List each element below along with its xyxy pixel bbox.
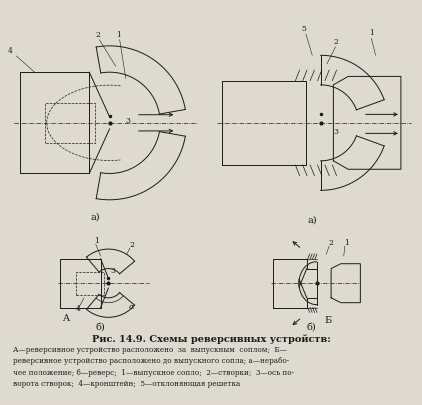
Text: Рис. 14.9. Схемы реверсивных устройств:: Рис. 14.9. Схемы реверсивных устройств: [92,334,330,343]
Text: 4: 4 [76,305,81,313]
Text: 3: 3 [126,117,131,124]
Text: 1: 1 [369,29,374,37]
Text: А—реверсивное устройство расположено  за  выпускным  соплом;  Б—: А—реверсивное устройство расположено за … [13,345,287,353]
Text: 1: 1 [344,239,349,247]
Text: а): а) [308,215,317,224]
Text: α: α [129,302,135,310]
Text: 5: 5 [302,25,307,33]
Text: 2: 2 [333,38,338,45]
Text: 4: 4 [8,47,13,55]
Text: 3: 3 [333,128,338,136]
Text: 3: 3 [111,266,115,274]
Text: реверсивное устройство расположено до выпускного сопла; а—нерабо-: реверсивное устройство расположено до вы… [13,356,289,364]
Text: 2: 2 [328,239,333,247]
Text: 2: 2 [95,31,100,38]
Text: б): б) [307,322,316,331]
Text: 1: 1 [116,31,121,38]
Text: б): б) [96,322,106,331]
Text: 1: 1 [94,237,99,245]
Text: A: A [62,313,69,322]
Text: чее положение; б—реверс;  1—выпускное сопло;  2—створки;  3—ось по-: чее положение; б—реверс; 1—выпускное соп… [13,368,294,376]
Text: Б: Б [324,315,332,324]
Text: ворота створок;  4—кронштейн;  5—отклоняющая решетка: ворота створок; 4—кронштейн; 5—отклоняющ… [13,379,240,387]
Text: а): а) [91,211,100,220]
Text: 2: 2 [130,241,135,249]
